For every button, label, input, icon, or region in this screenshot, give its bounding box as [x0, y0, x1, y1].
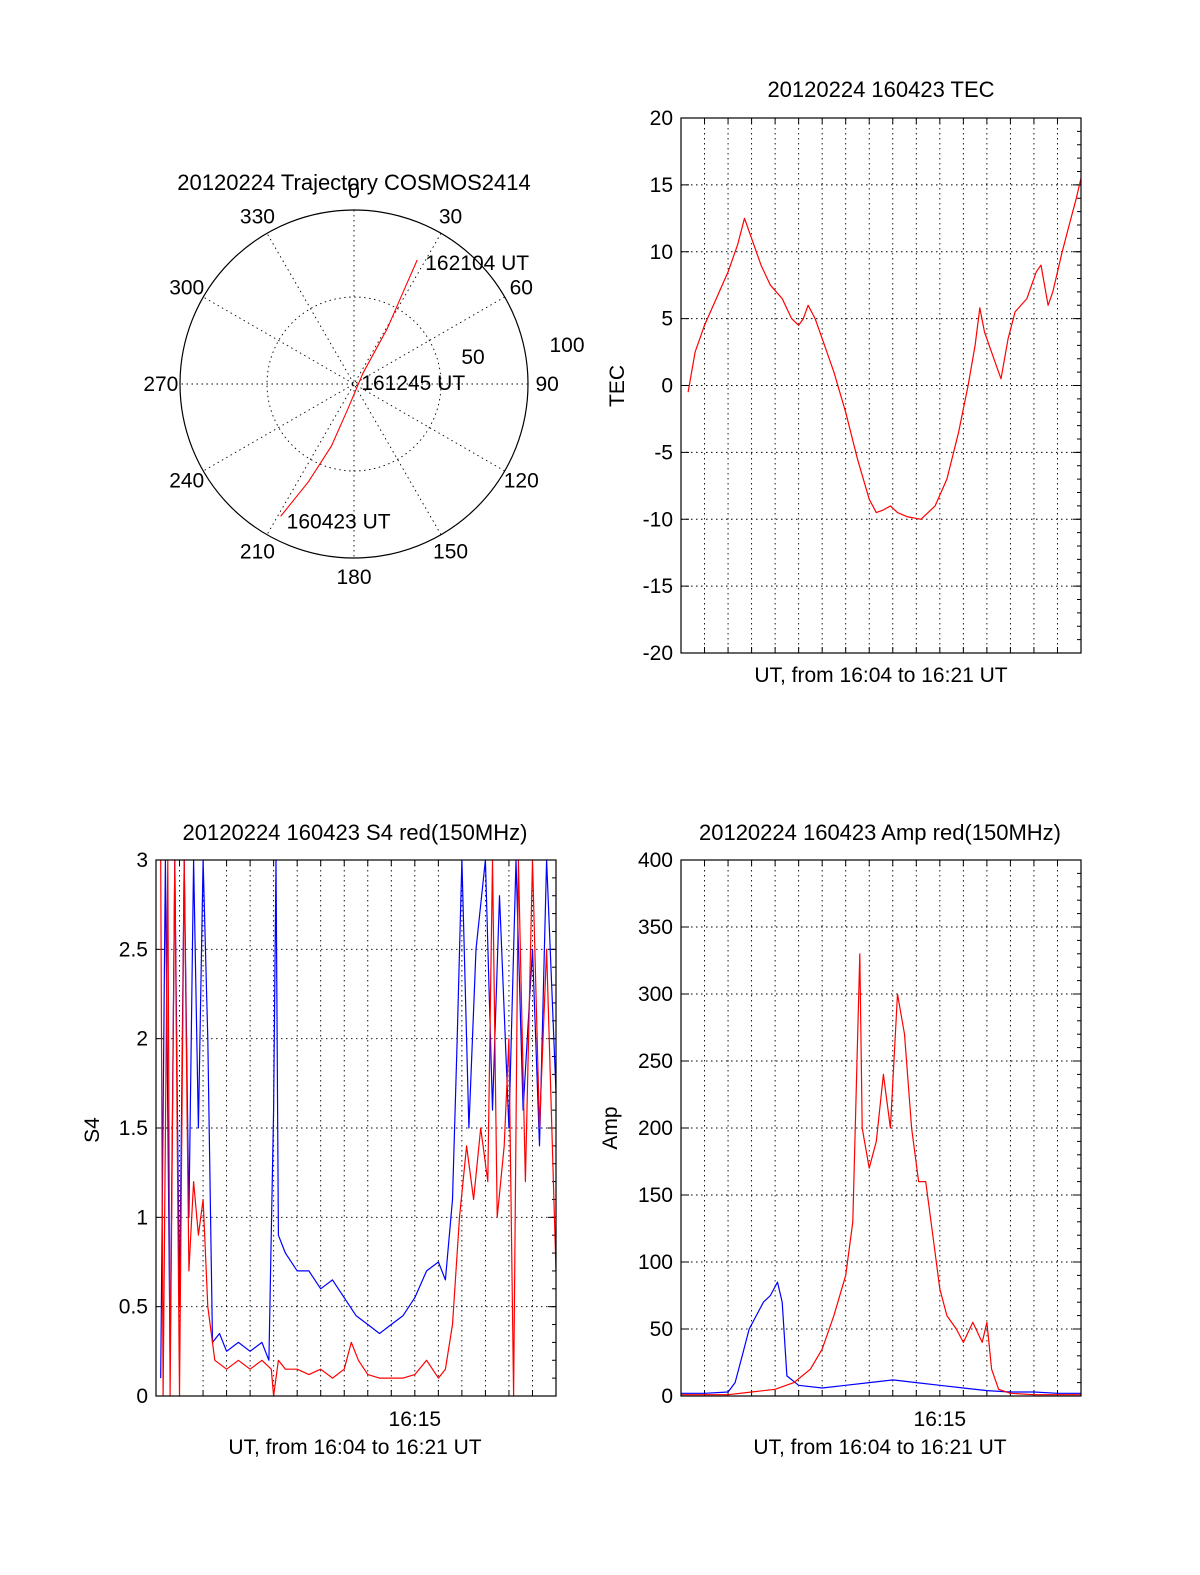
polar-radial-label: 100 [549, 334, 584, 357]
tec-title: 20120224 160423 TEC [767, 77, 994, 102]
polar-azimuth-label: 180 [336, 566, 371, 589]
tec-yticks: -20 -15 -10 -5 0 5 10 15 20 [643, 107, 1082, 665]
s4-xtick-label: 16:15 [389, 1408, 442, 1431]
amp-yticks: 0 50 100 150 200 250 300 350 400 16:15 [638, 849, 1082, 1431]
polar-radial-labels: 50 100 [461, 334, 584, 369]
polar-azimuth-label: 270 [143, 373, 178, 396]
amp-axes-frame [680, 859, 1082, 1397]
amp-ytick-label: 400 [638, 849, 673, 872]
s4-ytick-label: 3 [136, 849, 148, 872]
polar-azimuth-label: 60 [510, 276, 533, 299]
polar-azimuth-label: 240 [169, 470, 204, 493]
s4-ytick-label: 1.5 [119, 1117, 148, 1140]
amp-red-line [681, 953, 1081, 1396]
s4-red-line [160, 859, 557, 1397]
trajectory-series [280, 259, 418, 517]
trajectory-title: 20120224 Trajectory COSMOS2414 [177, 170, 530, 195]
s4-ytick-label: 0 [136, 1385, 148, 1408]
tec-ytick-label: 15 [650, 174, 673, 197]
s4-plot: 20120224 160423 S4 red(150MHz) UT, from … [81, 820, 557, 1459]
trajectory-polar-plot: 20120224 Trajectory COSMOS2414 0 30 60 90 12… [143, 170, 584, 589]
tec-ytick-label: -10 [643, 508, 673, 531]
tec-plot: 20120224 160423 TEC UT, from 16:04 to 16… [606, 77, 1082, 687]
s4-grid [156, 860, 556, 1396]
trajectory-annotations: 162104 UT 161245 UT 160423 UT [287, 252, 530, 533]
trajectory-annotation: 162104 UT [425, 252, 529, 275]
tec-ytick-label: -5 [654, 441, 673, 464]
amp-ytick-label: 150 [638, 1184, 673, 1207]
amp-ytick-label: 100 [638, 1251, 673, 1274]
trajectory-annotation: 161245 UT [361, 372, 465, 395]
polar-azimuth-label: 90 [535, 373, 558, 396]
s4-axes-frame [155, 859, 557, 1397]
tec-axes-frame [680, 117, 1082, 654]
polar-azimuth-label: 120 [504, 470, 539, 493]
polar-azimuth-label: 150 [433, 540, 468, 563]
polar-outer-ring [179, 209, 529, 559]
amp-ylabel: Amp [599, 1106, 622, 1149]
tec-grid [681, 118, 1081, 653]
polar-azimuth-label: 0 [348, 180, 360, 203]
s4-blue-line [160, 859, 557, 1379]
polar-spoke [266, 233, 442, 535]
amp-series [681, 953, 1081, 1396]
polar-azimuth-label: 30 [439, 206, 462, 229]
amp-ytick-label: 50 [650, 1318, 673, 1341]
s4-title: 20120224 160423 S4 red(150MHz) [183, 820, 528, 845]
amp-blue-line [681, 1281, 1081, 1394]
tec-ylabel: TEC [606, 365, 629, 407]
tec-ytick-label: 5 [661, 308, 673, 331]
polar-spoke [266, 233, 442, 535]
tec-ytick-label: -15 [643, 575, 673, 598]
tec-ytick-label: 0 [661, 375, 673, 398]
s4-xlabel: UT, from 16:04 to 16:21 UT [228, 1436, 481, 1459]
s4-ylabel: S4 [81, 1117, 104, 1143]
trajectory-line [280, 259, 418, 517]
trajectory-annotation: 160423 UT [287, 510, 391, 533]
s4-ytick-label: 2 [136, 1028, 148, 1051]
amp-grid [681, 860, 1081, 1396]
amp-ytick-label: 200 [638, 1117, 673, 1140]
s4-series [160, 859, 557, 1397]
tec-series [687, 178, 1082, 520]
amp-xlabel: UT, from 16:04 to 16:21 UT [753, 1436, 1006, 1459]
polar-grid [179, 209, 529, 559]
amp-ytick-label: 350 [638, 916, 673, 939]
s4-yticks: 0 0.5 1 1.5 2 2.5 3 16:15 [119, 849, 557, 1431]
s4-ytick-label: 2.5 [119, 938, 148, 961]
polar-azimuth-labels: 0 30 60 90 120 150 180 210 240 270 300 330 [143, 180, 558, 589]
tec-red-line [687, 178, 1082, 520]
amp-ytick-label: 300 [638, 983, 673, 1006]
amp-plot: 20120224 160423 Amp red(150MHz) UT, from… [599, 820, 1082, 1459]
amp-title: 20120224 160423 Amp red(150MHz) [699, 820, 1061, 845]
tec-ytick-label: 10 [650, 241, 673, 264]
amp-ytick-label: 250 [638, 1050, 673, 1073]
amp-xtick-label: 16:15 [914, 1408, 967, 1431]
polar-azimuth-label: 300 [169, 276, 204, 299]
polar-radial-label: 50 [461, 346, 484, 369]
s4-ytick-label: 1 [136, 1206, 148, 1229]
amp-ytick-label: 0 [661, 1385, 673, 1408]
polar-azimuth-label: 210 [240, 540, 275, 563]
tec-ytick-label: -20 [643, 642, 673, 665]
tec-ytick-label: 20 [650, 107, 673, 130]
s4-ytick-label: 0.5 [119, 1296, 148, 1319]
tec-xlabel: UT, from 16:04 to 16:21 UT [754, 664, 1007, 687]
polar-azimuth-label: 330 [240, 206, 275, 229]
